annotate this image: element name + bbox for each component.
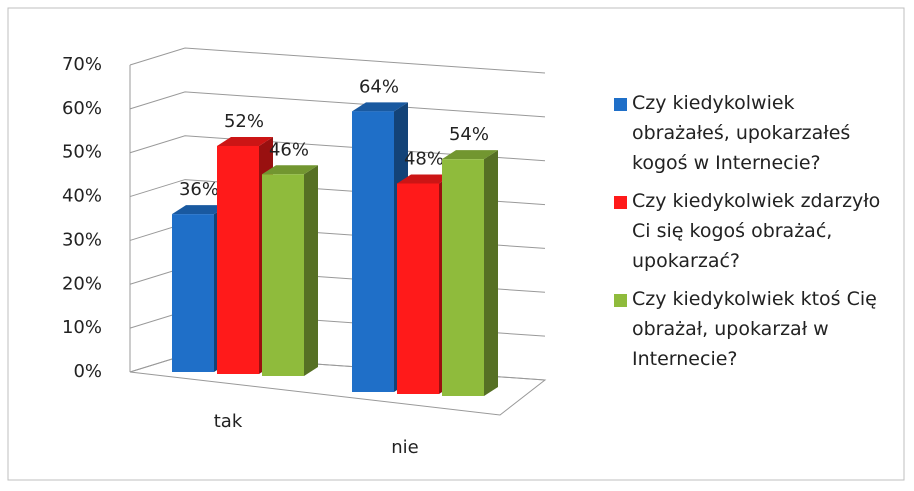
legend-item: Czy kiedykolwiek ktoś Cię obrażał, upoka… (612, 284, 892, 374)
legend-item: Czy kiedykolwiek obrażałeś, upokarzałeś … (612, 88, 892, 178)
legend-swatch (614, 294, 627, 307)
data-label: 48% (404, 148, 444, 169)
data-label: 54% (449, 124, 489, 145)
bar (397, 183, 439, 394)
y-tick-label: 30% (62, 229, 102, 250)
bar-side (484, 150, 498, 396)
bar (352, 111, 394, 393)
y-tick-label: 10% (62, 317, 102, 338)
legend: Czy kiedykolwiek obrażałeś, upokarzałeś … (612, 88, 892, 382)
x-tick-label: nie (391, 437, 418, 458)
data-label: 46% (269, 139, 309, 160)
data-label: 52% (224, 111, 264, 132)
data-label: 36% (179, 179, 219, 200)
x-tick-label: tak (214, 411, 243, 432)
data-label: 64% (359, 76, 399, 97)
y-tick-label: 50% (62, 142, 102, 163)
bar (442, 159, 484, 396)
grid-line (129, 135, 546, 162)
legend-label: Czy kiedykolwiek ktoś Cię obrażał, upoka… (632, 288, 877, 370)
y-tick-label: 0% (73, 361, 102, 382)
grid-line (129, 47, 546, 74)
bar (262, 174, 304, 376)
y-tick-label: 20% (62, 273, 102, 294)
bar-top (442, 150, 498, 160)
legend-item: Czy kiedykolwiek zdarzyło Ci się kogoś o… (612, 186, 892, 276)
y-tick-label: 70% (62, 54, 102, 75)
bar-top (217, 136, 273, 146)
bar-top (397, 174, 453, 184)
bar (172, 214, 214, 372)
bar-top (352, 102, 408, 112)
y-tick-label: 40% (62, 186, 102, 207)
legend-label: Czy kiedykolwiek obrażałeś, upokarzałeś … (632, 92, 851, 174)
legend-swatch (614, 98, 627, 111)
y-tick-label: 60% (62, 98, 102, 119)
legend-swatch (614, 196, 627, 209)
legend-label: Czy kiedykolwiek zdarzyło Ci się kogoś o… (632, 190, 881, 272)
bar-top (262, 165, 318, 175)
bar-top (172, 205, 228, 215)
bar-side (304, 165, 318, 376)
grid-line (129, 91, 546, 118)
bar (217, 145, 259, 374)
